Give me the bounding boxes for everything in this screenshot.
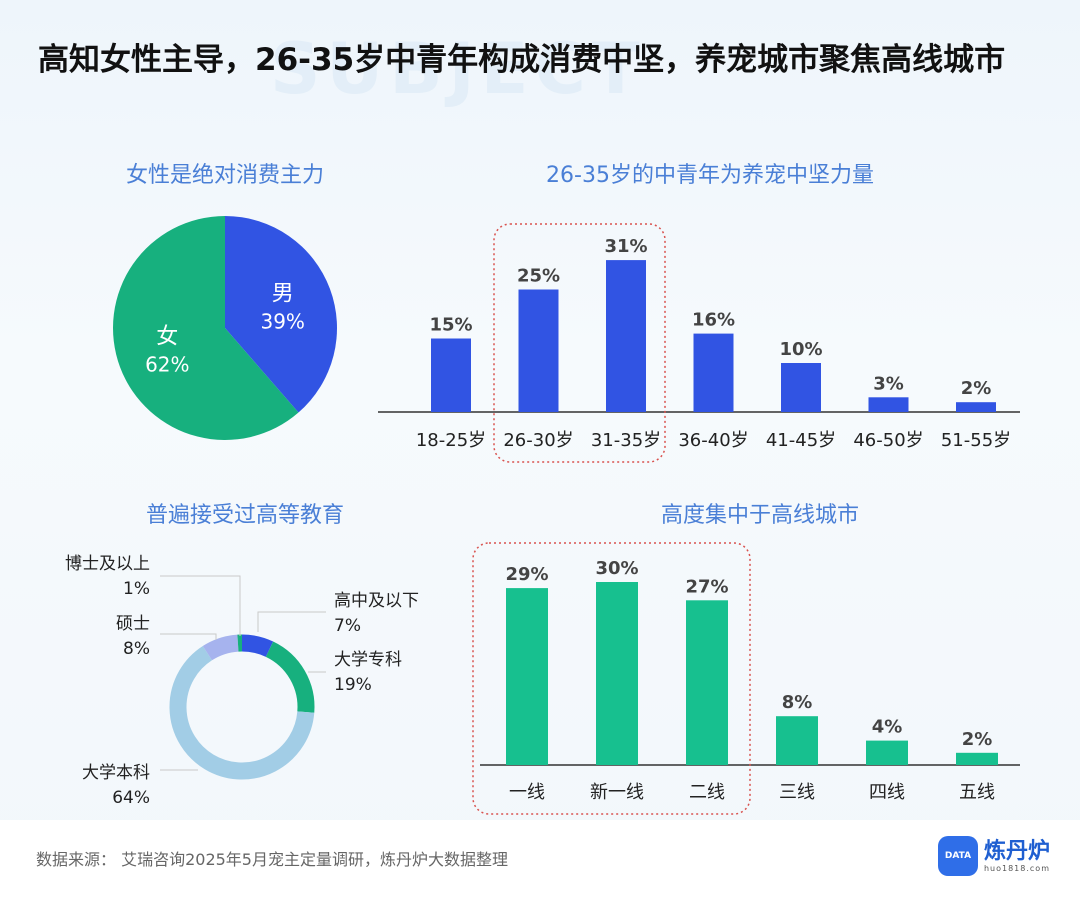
age-category-label-1: 26-30岁 bbox=[503, 430, 573, 451]
age-chart-title: 26-35岁的中青年为养宠中坚力量 bbox=[546, 163, 874, 188]
age-highlight-box bbox=[493, 223, 666, 463]
city-bar-2 bbox=[686, 600, 728, 765]
city-category-label-0: 一线 bbox=[509, 782, 545, 803]
pie-slice-0 bbox=[225, 216, 338, 413]
age-category-label-5: 46-50岁 bbox=[853, 430, 923, 451]
age-category-label-3: 36-40岁 bbox=[678, 430, 748, 451]
age-category-label-4: 41-45岁 bbox=[766, 430, 836, 451]
age-bar-1 bbox=[518, 289, 559, 412]
city-category-label-2: 二线 bbox=[689, 782, 725, 803]
donut-value-3: 8% bbox=[123, 639, 150, 659]
age-bar-6 bbox=[956, 402, 996, 412]
age-value-label-1: 25% bbox=[517, 266, 560, 287]
city-category-label-5: 五线 bbox=[959, 782, 995, 803]
age-bar-2 bbox=[606, 260, 646, 412]
logo-icon: DATA bbox=[937, 836, 978, 876]
donut-label-3: 硕士 bbox=[116, 614, 150, 634]
donut-label-2: 大学本科 bbox=[82, 763, 150, 783]
donut-leader-line-4 bbox=[160, 575, 241, 636]
city-bar-0 bbox=[506, 588, 548, 765]
city-bar-1 bbox=[596, 582, 638, 765]
city-value-label-2: 27% bbox=[685, 576, 728, 597]
logo-url: huo1818.com bbox=[983, 863, 1050, 873]
data-source-text: 数据来源： 艾瑞咨询2025年5月宠主定量调研，炼丹炉大数据整理 bbox=[36, 850, 508, 869]
donut-label-4: 博士及以上 bbox=[65, 554, 150, 574]
age-value-label-2: 31% bbox=[604, 236, 647, 257]
donut-value-4: 1% bbox=[123, 579, 150, 599]
page-title: 高知女性主导，26-35岁中青年构成消费中坚，养宠城市聚焦高线城市 bbox=[38, 42, 1006, 78]
pie-value-1: 62% bbox=[145, 353, 189, 377]
age-value-label-3: 16% bbox=[692, 310, 735, 331]
donut-segment-1 bbox=[265, 641, 315, 713]
city-value-label-3: 8% bbox=[782, 692, 813, 713]
city-category-label-3: 三线 bbox=[779, 782, 815, 803]
age-bar-3 bbox=[693, 333, 734, 412]
pie-slice-1 bbox=[113, 216, 299, 440]
city-bar-4 bbox=[866, 740, 908, 765]
age-bar-0 bbox=[431, 338, 471, 412]
city-chart-title: 高度集中于高线城市 bbox=[660, 503, 859, 528]
pie-label-1: 女 bbox=[156, 325, 178, 350]
age-value-label-5: 3% bbox=[873, 373, 904, 394]
donut-label-1: 大学专科 bbox=[334, 650, 402, 670]
pie-label-0: 男 bbox=[272, 281, 294, 306]
footer: 数据来源： 艾瑞咨询2025年5月宠主定量调研，炼丹炉大数据整理 DATA 炼丹… bbox=[0, 820, 1080, 899]
donut-label-0: 高中及以下 bbox=[334, 591, 419, 611]
donut-value-2: 64% bbox=[112, 788, 150, 808]
city-bar-5 bbox=[956, 752, 998, 765]
age-bar-4 bbox=[781, 363, 821, 412]
age-category-label-0: 18-25岁 bbox=[416, 430, 486, 451]
city-category-label-4: 四线 bbox=[869, 782, 905, 803]
donut-segment-2 bbox=[169, 646, 315, 780]
donut-segment-0 bbox=[241, 634, 274, 658]
donut-leader-line-3 bbox=[160, 633, 217, 640]
age-category-label-6: 51-55岁 bbox=[941, 430, 1011, 451]
age-value-label-6: 2% bbox=[961, 378, 992, 399]
watermark-text: SUBJECT bbox=[270, 28, 646, 110]
donut-value-0: 7% bbox=[334, 616, 361, 636]
donut-leader-line-0 bbox=[257, 611, 326, 632]
age-category-label-2: 31-35岁 bbox=[591, 430, 661, 451]
city-value-label-5: 2% bbox=[962, 729, 993, 750]
brand-logo: DATA 炼丹炉 huo1818.com bbox=[937, 836, 1050, 876]
age-bar-5 bbox=[868, 397, 909, 412]
pie-value-0: 39% bbox=[260, 309, 304, 333]
gender-chart-title: 女性是绝对消费主力 bbox=[125, 163, 324, 188]
education-chart-title: 普遍接受过高等教育 bbox=[145, 503, 344, 528]
donut-segment-3 bbox=[202, 634, 239, 661]
age-value-label-0: 15% bbox=[429, 315, 472, 336]
city-value-label-1: 30% bbox=[595, 558, 638, 579]
city-category-label-1: 新一线 bbox=[590, 782, 644, 803]
city-value-label-4: 4% bbox=[872, 717, 903, 738]
city-highlight-box bbox=[472, 542, 751, 815]
city-bar-3 bbox=[776, 716, 818, 765]
city-value-label-0: 29% bbox=[505, 564, 548, 585]
donut-value-1: 19% bbox=[334, 675, 372, 695]
age-value-label-4: 10% bbox=[779, 339, 822, 360]
logo-text: 炼丹炉 bbox=[983, 838, 1050, 864]
